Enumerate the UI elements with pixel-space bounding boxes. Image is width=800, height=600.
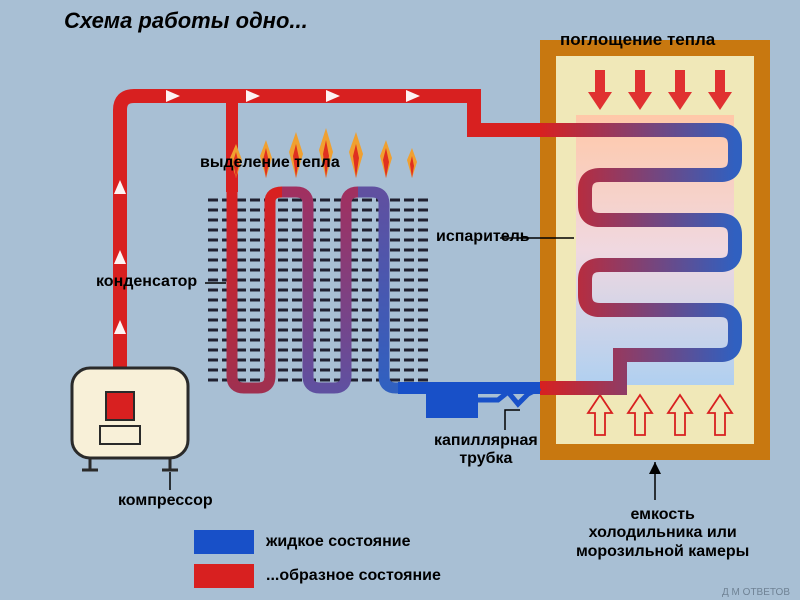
compressor bbox=[72, 368, 188, 470]
legend-gas-swatch bbox=[194, 564, 254, 588]
label-condenser: конденсатор bbox=[96, 273, 197, 291]
label-release: выделение тепла bbox=[200, 154, 340, 172]
legend-liquid-swatch bbox=[194, 530, 254, 554]
chamber-inner bbox=[576, 115, 734, 385]
label-compressor: компрессор bbox=[118, 492, 213, 510]
fins bbox=[208, 200, 428, 380]
watermark: Д М ОТВЕТОВ bbox=[722, 587, 790, 598]
legend-gas-text: ...образное состояние bbox=[266, 567, 441, 585]
label-absorption: поглощение тепла bbox=[560, 30, 715, 50]
label-capillary: капиллярная трубка bbox=[434, 432, 538, 469]
label-container: емкость холодильника или морозильной кам… bbox=[576, 506, 749, 561]
legend-liquid-text: жидкое состояние bbox=[266, 533, 411, 551]
label-evaporator: испаритель bbox=[436, 228, 530, 246]
